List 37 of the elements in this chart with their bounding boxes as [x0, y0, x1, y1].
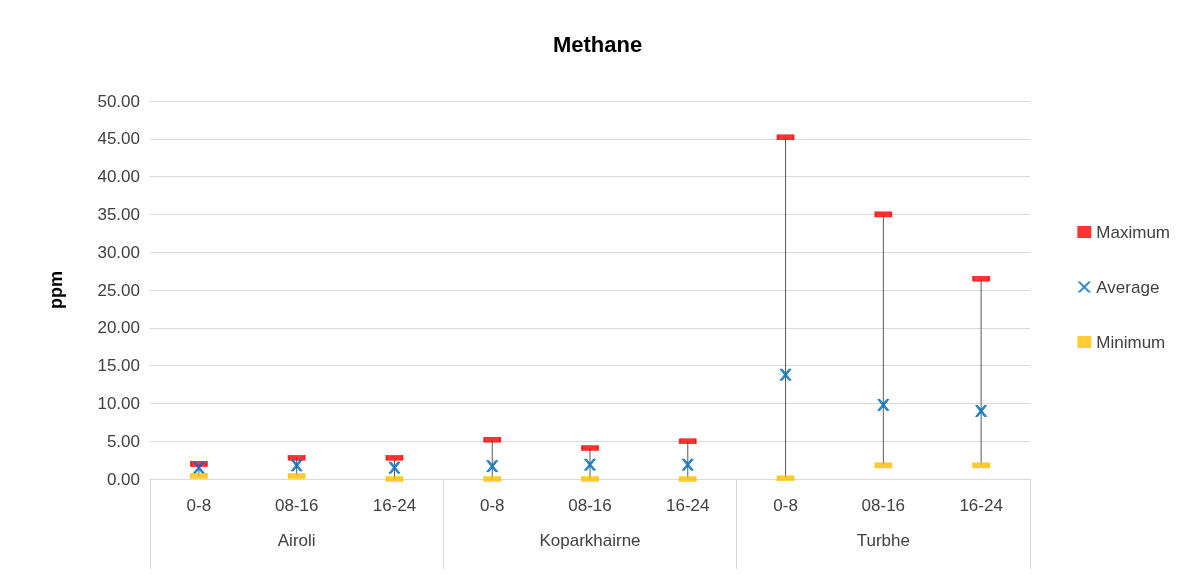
- y-tick-label: 45.00: [97, 129, 140, 149]
- point: [681, 458, 694, 471]
- x-tick-label: 08-16: [274, 496, 319, 515]
- x-tick-label: 16-24: [959, 496, 1003, 515]
- y-axis-title: ppm: [46, 271, 66, 309]
- point: [584, 458, 596, 471]
- x-tick-label: 08-16: [861, 496, 906, 515]
- point: [486, 460, 499, 473]
- y-tick-label: 5.00: [106, 431, 140, 451]
- x-tick-label: 0-8: [186, 496, 212, 515]
- y-tick-label: 0.00: [106, 469, 140, 489]
- x-tick-label: 16-24: [666, 496, 710, 515]
- y-tick-label: 30.00: [97, 242, 140, 262]
- point: [192, 461, 205, 474]
- x-tick-label: 0-8: [479, 496, 505, 515]
- point: [877, 398, 890, 411]
- y-tick-label: 40.00: [97, 167, 140, 187]
- x-tick-label: 0-8: [773, 496, 798, 515]
- x-tick-label: 08-16: [568, 496, 612, 515]
- y-tick-label: 15.00: [97, 356, 140, 376]
- point: [975, 404, 988, 417]
- y-tick-label: 20.00: [97, 318, 140, 338]
- text: Turbhe: [856, 531, 910, 550]
- text: Koparkhairne: [539, 531, 641, 550]
- text: Airoli: [277, 531, 316, 550]
- legend-label: Minimum: [1096, 332, 1166, 352]
- y-tick-label: 35.00: [97, 204, 140, 224]
- y-tick-label: 50.00: [97, 91, 140, 111]
- legend-label: Average: [1096, 277, 1160, 297]
- x-tick-label: 16-24: [372, 496, 417, 515]
- point: [779, 368, 792, 381]
- legend-label: Maximum: [1096, 222, 1170, 242]
- y-tick-label: 25.00: [97, 280, 140, 300]
- chart-title: Methane: [552, 31, 643, 57]
- y-tick-label: 10.00: [97, 393, 140, 413]
- point: [290, 459, 303, 472]
- point: [388, 461, 401, 474]
